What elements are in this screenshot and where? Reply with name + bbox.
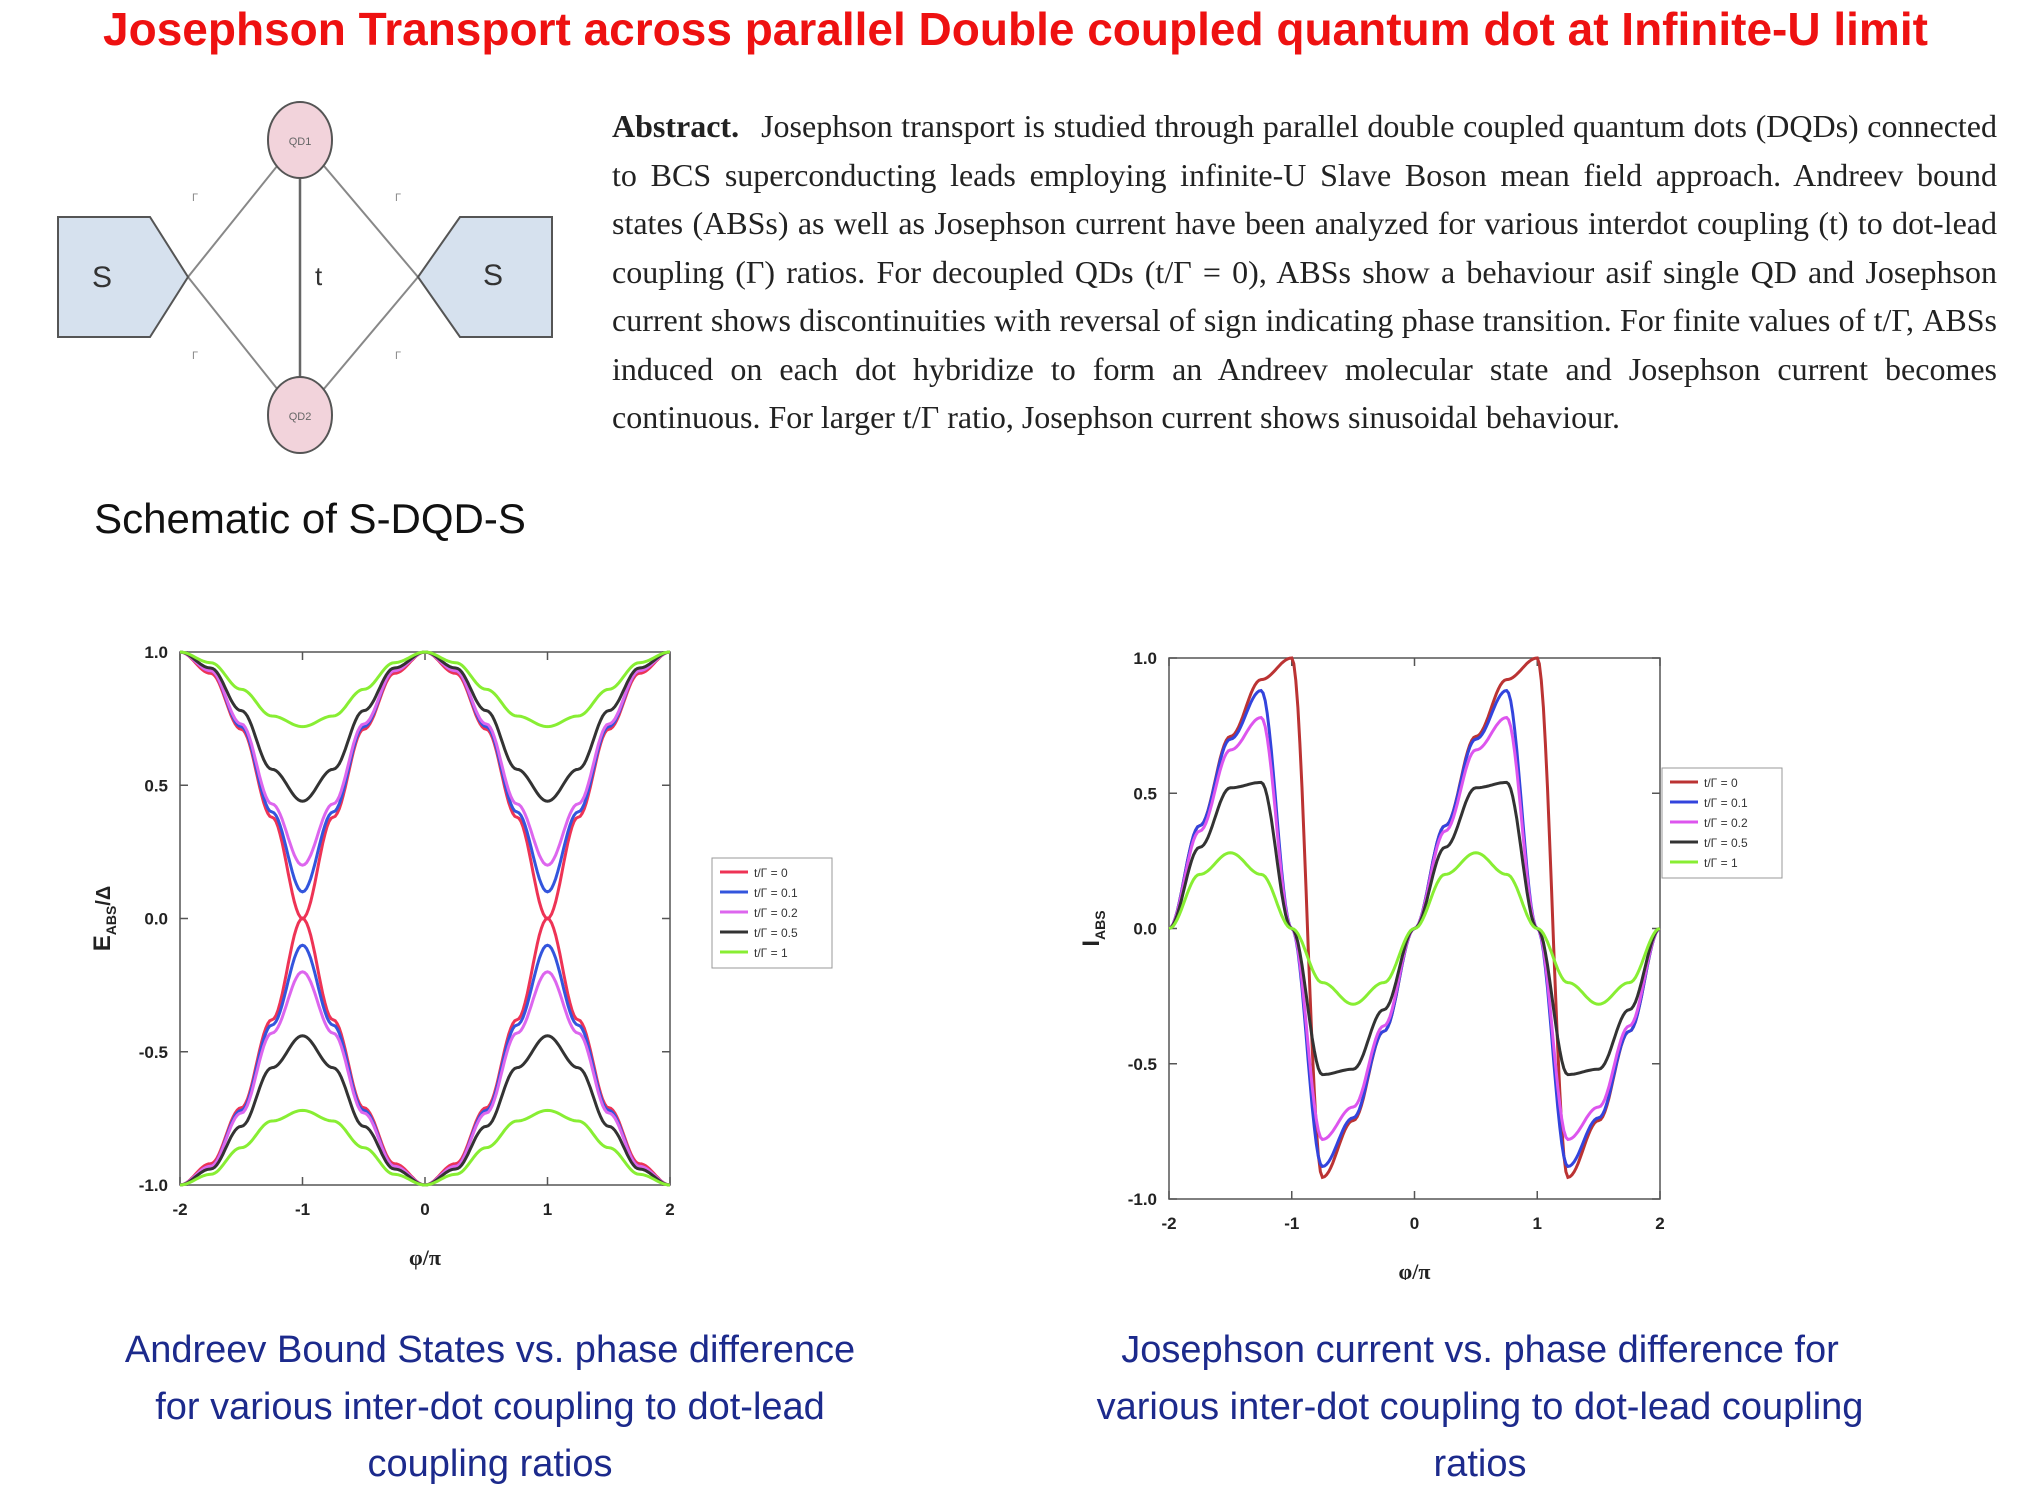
x-tick-label: 0 — [1410, 1214, 1419, 1233]
series-line — [179, 650, 671, 729]
y-tick-label: 0.5 — [1133, 784, 1157, 803]
series-line — [179, 916, 671, 1187]
left-lead-label: S — [92, 261, 112, 294]
x-tick-label: 1 — [1533, 1214, 1542, 1233]
y-axis-label: EABS/Δ — [89, 886, 119, 952]
x-tick-label: -1 — [1284, 1214, 1299, 1233]
legend-label: t/Γ = 0 — [754, 866, 788, 880]
y-tick-label: -1.0 — [1128, 1190, 1157, 1209]
series-line — [179, 650, 671, 803]
abstract-text: Josephson transport is studied through p… — [612, 108, 1997, 435]
legend-label: t/Γ = 0.5 — [1704, 836, 1748, 850]
right-lead-label: S — [483, 259, 503, 292]
abstract: Abstract. Josephson transport is studied … — [612, 102, 1997, 442]
legend-label: t/Γ = 0.1 — [1704, 796, 1748, 810]
abs-caption: Andreev Bound States vs. phase differenc… — [124, 1329, 856, 1485]
legend: t/Γ = 0 t/Γ = 0.1 t/Γ = 0.2 t/Γ = 0.5 t/Γ = … — [1661, 767, 1783, 879]
x-tick-label: 2 — [1655, 1214, 1664, 1233]
y-tick-label: 0.0 — [144, 910, 168, 929]
legend-label: t/Γ = 1 — [754, 946, 788, 960]
x-tick-label: -1 — [295, 1200, 310, 1219]
right-lead — [416, 216, 553, 338]
y-tick-label: 0.0 — [1133, 920, 1157, 939]
gamma-r2-label: Γ — [395, 350, 401, 362]
y-tick-label: -0.5 — [1128, 1055, 1157, 1074]
gamma-l2-label: Γ — [192, 350, 198, 362]
series-line — [1168, 851, 1661, 1006]
legend-label: t/Γ = 0 — [1704, 776, 1738, 790]
x-tick-label: 2 — [665, 1200, 674, 1219]
abstract-label: Abstract. — [612, 108, 740, 144]
series-line — [1168, 656, 1661, 1180]
legend-label: t/Γ = 0.2 — [1704, 816, 1748, 830]
legend-label: t/Γ = 1 — [1704, 856, 1738, 870]
interdot-label: t — [315, 261, 323, 291]
series-line — [179, 650, 671, 921]
series-line — [179, 1034, 671, 1187]
abs-chart: -2 -1 0 1 2 1.0 0.5 0.0 -0.5 -1.0 φ/π EABS/Δ t/Γ = 0… — [40, 630, 870, 1280]
y-tick-label: -1.0 — [139, 1176, 168, 1195]
gamma-l1-label: Γ — [192, 192, 198, 204]
x-axis-label: φ/π — [1399, 1259, 1431, 1280]
x-tick-label: 1 — [543, 1200, 552, 1219]
schematic-diagram: S S QD1 QD2 t Γ Γ Γ Γ — [40, 95, 570, 495]
legend-label: t/Γ = 0.2 — [754, 906, 798, 920]
x-tick-label: -2 — [172, 1200, 187, 1219]
dot1-label: QD1 — [289, 136, 312, 148]
legend: t/Γ = 0 t/Γ = 0.1 t/Γ = 0.2 t/Γ = 0.5 t/Γ = … — [711, 857, 833, 969]
y-tick-label: 0.5 — [144, 776, 168, 795]
y-tick-label: 1.0 — [144, 643, 168, 662]
quantum-dot-2 — [267, 376, 333, 454]
dot2-label: QD2 — [289, 411, 312, 423]
quantum-dot-1 — [267, 101, 333, 179]
abs-chart-svg: -2 -1 0 1 2 1.0 0.5 0.0 -0.5 -1.0 φ/π EABS/Δ t/Γ = 0… — [89, 643, 833, 1270]
x-tick-label: -2 — [1161, 1214, 1176, 1233]
x-tick-label: 0 — [420, 1200, 429, 1219]
y-tick-label: 1.0 — [1133, 649, 1157, 668]
series-line — [179, 943, 671, 1187]
jc-caption: Josephson current vs. phase difference f… — [1096, 1329, 1864, 1485]
schematic-caption: Schematic of S-DQD-S — [94, 495, 526, 542]
legend-label: t/Γ = 0.5 — [754, 926, 798, 940]
y-tick-label: -0.5 — [139, 1043, 168, 1062]
gamma-r1-label: Γ — [395, 192, 401, 204]
left-lead — [57, 216, 190, 338]
page-title: Josephson Transport across parallel Doub… — [103, 3, 1928, 55]
x-axis-label: φ/π — [409, 1245, 441, 1270]
series-line — [179, 1108, 671, 1187]
jc-chart: -2 -1 0 1 2 1.0 0.5 0.0 -0.5 -1.0 φ/π IABS t/Γ = 0 t/… — [1050, 630, 1880, 1280]
y-axis-label: IABS — [1078, 910, 1108, 946]
series-line — [179, 650, 671, 894]
legend-label: t/Γ = 0.1 — [754, 886, 798, 900]
